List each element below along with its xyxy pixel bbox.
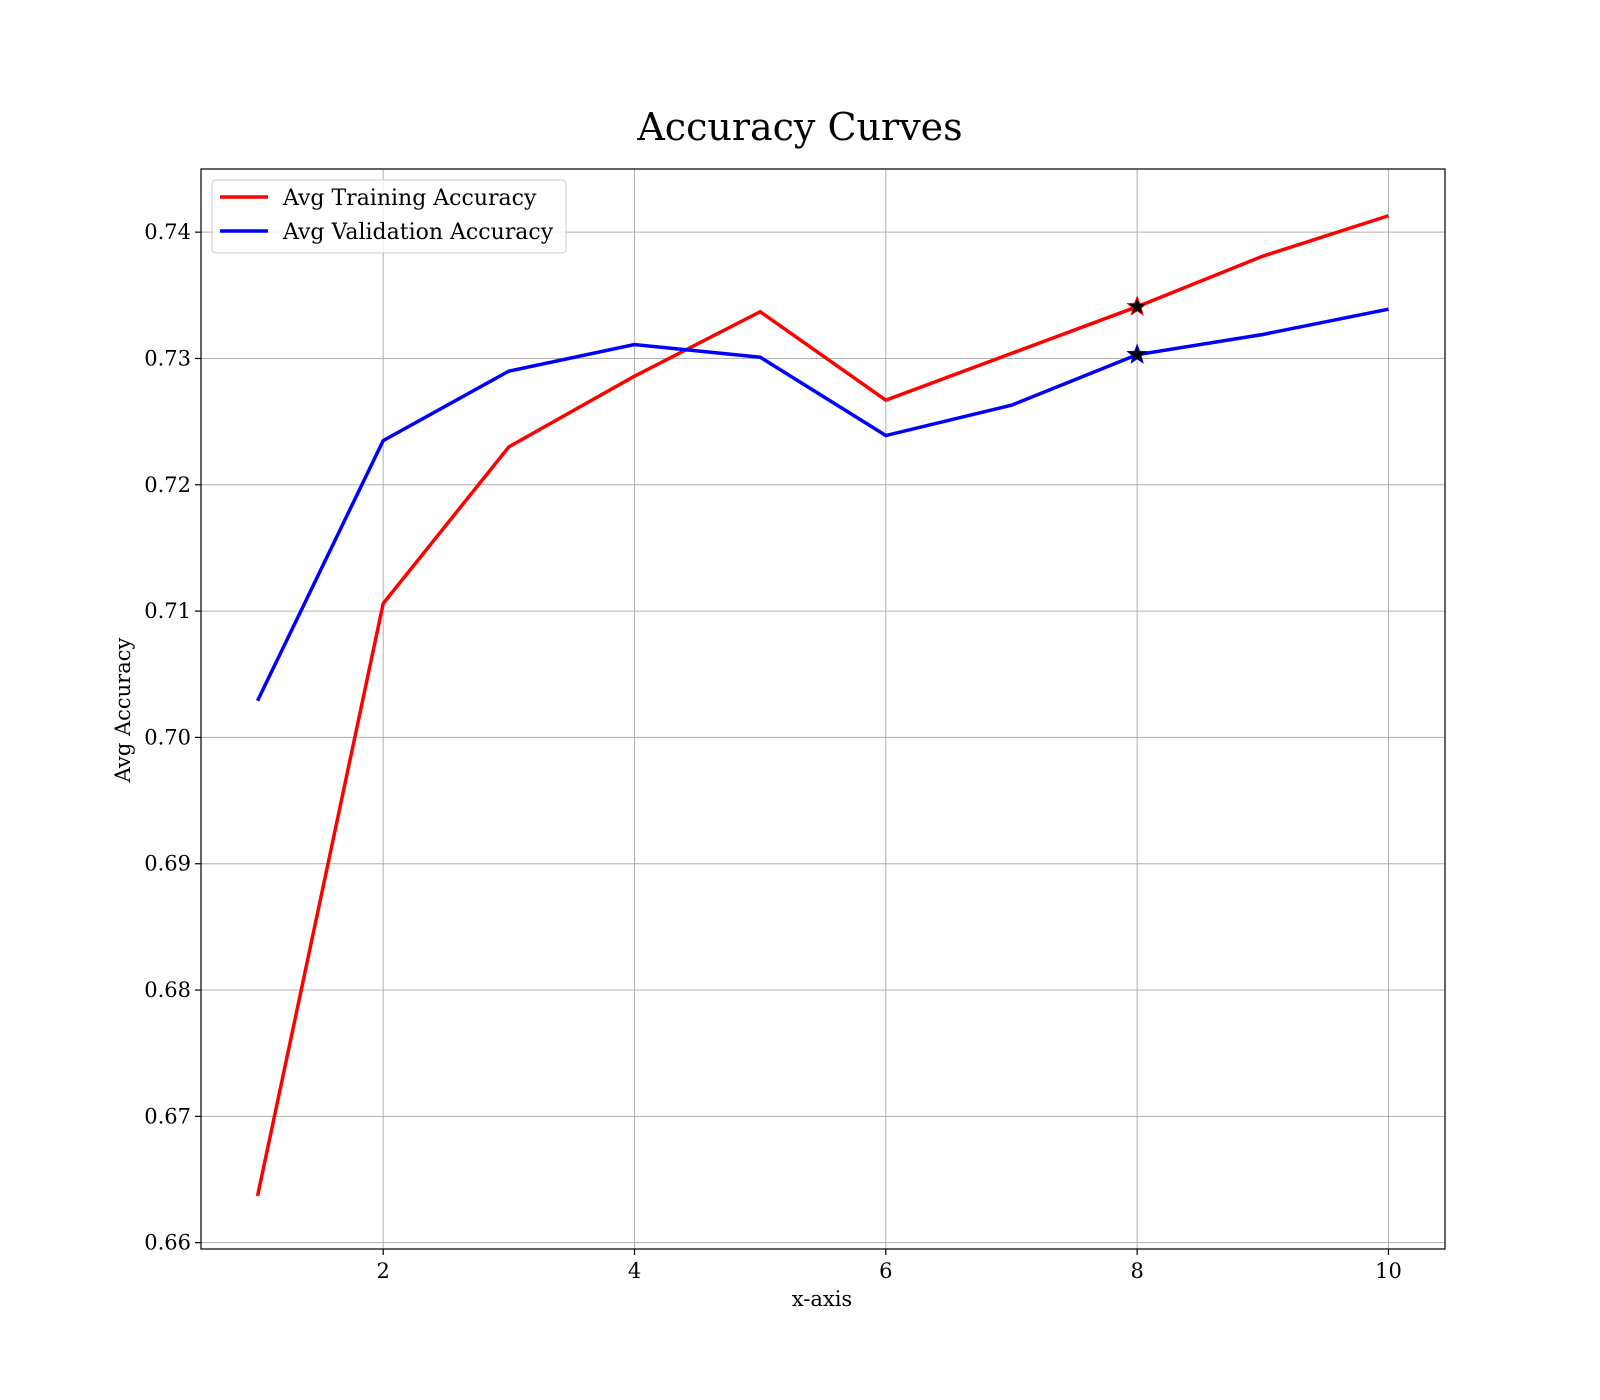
legend: Avg Training Accuracy Avg Validation Acc… (211, 179, 567, 254)
legend-box (211, 179, 567, 254)
y-tick-label: 0.73 (144, 346, 191, 370)
x-tick-label: 6 (879, 1259, 892, 1283)
y-tick-label: 0.67 (144, 1104, 191, 1128)
chart-title: Accuracy Curves (636, 105, 962, 149)
series-layer (255, 214, 1389, 1197)
y-tick-label: 0.71 (144, 599, 191, 623)
training-accuracy-line (255, 214, 1389, 1197)
x-axis-ticks: 2 4 6 8 10 (377, 1249, 1402, 1283)
x-tick-label: 4 (628, 1259, 641, 1283)
x-tick-label: 2 (377, 1259, 390, 1283)
y-tick-label: 0.74 (144, 220, 191, 244)
y-tick-label: 0.72 (144, 473, 191, 497)
plot-area-frame (200, 168, 1446, 1250)
y-tick-label: 0.66 (144, 1231, 191, 1255)
y-axis-label: Avg Accuracy (111, 638, 135, 784)
marker-layer (1126, 295, 1149, 364)
legend-label-validation: Avg Validation Accuracy (282, 220, 554, 245)
y-tick-label: 0.68 (144, 978, 191, 1002)
validation-accuracy-line (255, 307, 1389, 702)
grid-layer (201, 169, 1445, 1249)
validation-best-star-marker (1126, 343, 1149, 364)
y-tick-label: 0.69 (144, 852, 191, 876)
y-axis-ticks: 0.66 0.67 0.68 0.69 0.70 0.71 0.72 0.73 0.74 (144, 220, 201, 1255)
training-best-star-marker (1126, 295, 1149, 316)
legend-label-training: Avg Training Accuracy (282, 186, 537, 211)
x-axis-label: x-axis (792, 1287, 852, 1311)
x-tick-label: 10 (1375, 1259, 1402, 1283)
x-tick-label: 8 (1130, 1259, 1143, 1283)
y-tick-label: 0.70 (144, 725, 191, 749)
